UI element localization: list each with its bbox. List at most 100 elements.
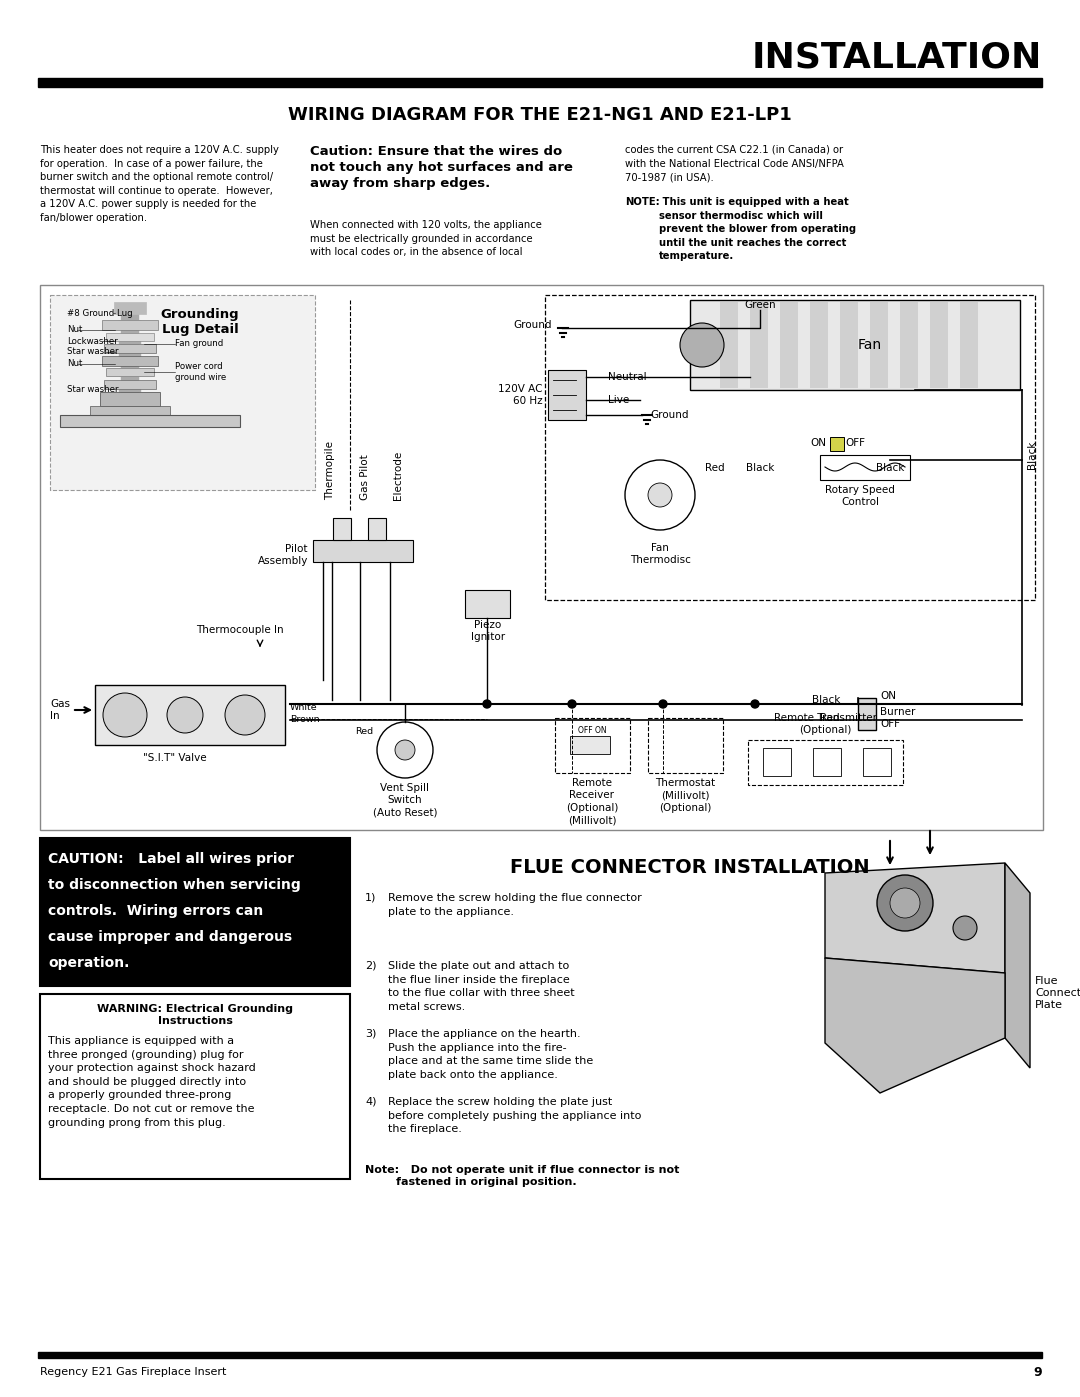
Circle shape [680, 323, 724, 367]
Bar [121, 345, 139, 352]
Circle shape [225, 694, 265, 735]
Circle shape [167, 697, 203, 733]
Text: Lockwasher: Lockwasher [67, 337, 118, 345]
Bar [119, 353, 141, 360]
Text: codes the current CSA C22.1 (in Canada) or
with the National Electrical Code ANS: codes the current CSA C22.1 (in Canada) … [625, 145, 843, 182]
Text: 2): 2) [365, 961, 377, 971]
Bar [40, 995, 350, 1179]
Bar [545, 295, 1035, 599]
Bar [121, 393, 139, 400]
Text: OFF: OFF [880, 719, 900, 729]
Bar [690, 300, 1020, 390]
Text: Black: Black [1027, 441, 1037, 469]
Bar [119, 305, 141, 312]
Text: Fan ground: Fan ground [175, 339, 224, 348]
Text: White: White [291, 703, 318, 711]
Text: Piezo
Ignitor: Piezo Ignitor [471, 620, 505, 643]
Text: Thermocouple In: Thermocouple In [197, 624, 284, 636]
Bar [119, 386, 141, 393]
Text: Electrode: Electrode [393, 451, 403, 500]
Polygon shape [825, 958, 1005, 1092]
Text: INSTALLATION: INSTALLATION [752, 41, 1042, 75]
Text: OFF ON: OFF ON [578, 726, 606, 735]
Bar [762, 747, 791, 775]
Text: Black: Black [812, 694, 840, 705]
Text: 120V AC
60 Hz: 120V AC 60 Hz [499, 384, 543, 407]
Bar [119, 337, 141, 344]
Text: This heater does not require a 120V A.C. supply
for operation.  In case of a pow: This heater does not require a 120V A.C.… [40, 145, 279, 224]
Text: This unit is equipped with a heat
sensor thermodisc which will
prevent the blowe: This unit is equipped with a heat sensor… [659, 197, 856, 261]
Polygon shape [1005, 863, 1030, 1067]
Bar [810, 302, 828, 388]
Bar [119, 369, 141, 376]
Text: Caution: Ensure that the wires do
not touch any hot surfaces and are
away from s: Caution: Ensure that the wires do not to… [310, 145, 572, 190]
Text: operation.: operation. [48, 956, 130, 970]
Circle shape [751, 700, 759, 708]
Text: 3): 3) [365, 1030, 376, 1039]
Text: Slide the plate out and attach to
the flue liner inside the fireplace
to the flu: Slide the plate out and attach to the fl… [388, 961, 575, 1011]
Bar [121, 377, 139, 384]
Text: cause improper and dangerous: cause improper and dangerous [48, 930, 292, 944]
Text: Remote
Receiver
(Optional)
(Millivolt): Remote Receiver (Optional) (Millivolt) [566, 778, 618, 826]
Text: Vent Spill
Switch
(Auto Reset): Vent Spill Switch (Auto Reset) [373, 782, 437, 817]
Text: Fan
Thermodisc: Fan Thermodisc [630, 543, 690, 566]
Text: ON: ON [810, 439, 826, 448]
Bar [104, 344, 156, 353]
Bar [102, 320, 158, 330]
Bar [720, 302, 738, 388]
Bar [858, 698, 876, 731]
Text: Pilot
Assembly: Pilot Assembly [258, 543, 308, 566]
Text: 9: 9 [1034, 1365, 1042, 1379]
Bar [114, 302, 146, 314]
Text: Place the appliance on the hearth.
Push the appliance into the fire-
place and a: Place the appliance on the hearth. Push … [388, 1030, 593, 1080]
Text: Thermopile: Thermopile [325, 441, 335, 500]
Bar [900, 302, 918, 388]
Bar [106, 367, 154, 376]
Text: Replace the screw holding the plate just
before completely pushing the appliance: Replace the screw holding the plate just… [388, 1097, 642, 1134]
Text: WARNING: Electrical Grounding
Instructions: WARNING: Electrical Grounding Instructio… [97, 1004, 293, 1027]
Text: Fan: Fan [858, 338, 882, 352]
Text: Remote Transmitter
(Optional): Remote Transmitter (Optional) [773, 712, 877, 735]
Text: When connected with 120 volts, the appliance
must be electrically grounded in ac: When connected with 120 volts, the appli… [310, 219, 542, 257]
Text: 1): 1) [365, 893, 376, 902]
Bar [95, 685, 285, 745]
Bar [90, 407, 170, 425]
Bar [106, 332, 154, 341]
Bar [870, 302, 888, 388]
Text: Regency E21 Gas Fireplace Insert: Regency E21 Gas Fireplace Insert [40, 1368, 227, 1377]
Text: Burner: Burner [880, 707, 916, 717]
Text: Thermostat
(Millivolt)
(Optional): Thermostat (Millivolt) (Optional) [654, 778, 715, 813]
Text: #8 Ground Lug: #8 Ground Lug [67, 309, 133, 317]
Bar [750, 302, 768, 388]
Circle shape [483, 700, 491, 708]
Bar [100, 393, 160, 407]
Text: Gas Pilot: Gas Pilot [360, 454, 370, 500]
Circle shape [377, 722, 433, 778]
Text: Red: Red [821, 712, 840, 724]
Text: WIRING DIAGRAM FOR THE E21-NG1 AND E21-LP1: WIRING DIAGRAM FOR THE E21-NG1 AND E21-L… [288, 106, 792, 124]
Bar [40, 285, 1043, 830]
Bar [104, 380, 156, 388]
Bar [820, 455, 910, 481]
Text: Live: Live [608, 395, 630, 405]
Text: NOTE:: NOTE: [625, 197, 660, 207]
Text: OFF: OFF [845, 439, 865, 448]
Bar [121, 360, 139, 367]
Bar [121, 330, 139, 337]
Bar [863, 747, 891, 775]
Text: Red: Red [355, 728, 373, 736]
Bar [368, 518, 386, 541]
Bar [548, 370, 586, 420]
Text: Black: Black [876, 462, 904, 474]
Text: This appliance is equipped with a
three pronged (grounding) plug for
your protec: This appliance is equipped with a three … [48, 1037, 256, 1127]
Bar [648, 718, 723, 773]
Bar [38, 1352, 1042, 1358]
Bar [570, 736, 610, 754]
Bar [960, 302, 978, 388]
Text: ON: ON [880, 692, 896, 701]
Text: Red: Red [705, 462, 725, 474]
Polygon shape [825, 863, 1005, 972]
Text: Black: Black [746, 462, 774, 474]
Text: controls.  Wiring errors can: controls. Wiring errors can [48, 904, 264, 918]
Text: Ground: Ground [650, 409, 689, 420]
